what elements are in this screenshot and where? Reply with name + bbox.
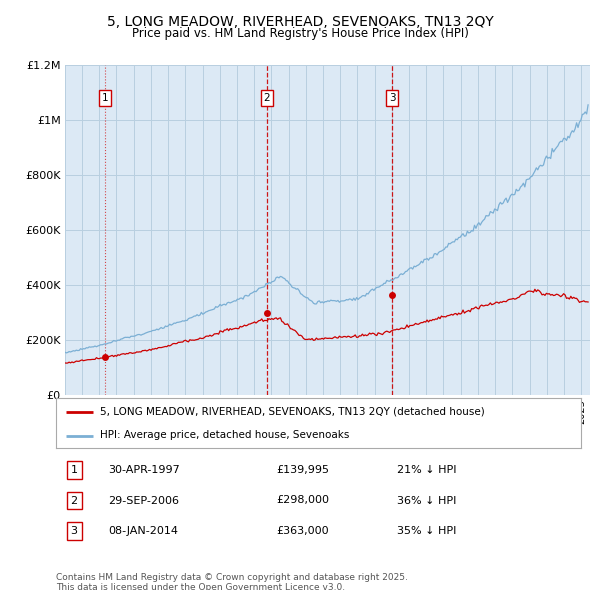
Text: 5, LONG MEADOW, RIVERHEAD, SEVENOAKS, TN13 2QY (detached house): 5, LONG MEADOW, RIVERHEAD, SEVENOAKS, TN… (100, 407, 485, 417)
Text: 21% ↓ HPI: 21% ↓ HPI (397, 465, 457, 475)
Text: 35% ↓ HPI: 35% ↓ HPI (397, 526, 457, 536)
Text: 2: 2 (71, 496, 78, 506)
Text: 36% ↓ HPI: 36% ↓ HPI (397, 496, 457, 506)
Text: 1: 1 (71, 465, 77, 475)
Text: This data is licensed under the Open Government Licence v3.0.: This data is licensed under the Open Gov… (56, 583, 345, 590)
Text: HPI: Average price, detached house, Sevenoaks: HPI: Average price, detached house, Seve… (100, 431, 350, 441)
Text: Price paid vs. HM Land Registry's House Price Index (HPI): Price paid vs. HM Land Registry's House … (131, 27, 469, 40)
Text: 3: 3 (71, 526, 77, 536)
Text: 29-SEP-2006: 29-SEP-2006 (108, 496, 179, 506)
Text: Contains HM Land Registry data © Crown copyright and database right 2025.: Contains HM Land Registry data © Crown c… (56, 573, 407, 582)
Text: £298,000: £298,000 (277, 496, 329, 506)
Text: £363,000: £363,000 (277, 526, 329, 536)
Text: 2: 2 (264, 93, 271, 103)
Text: 08-JAN-2014: 08-JAN-2014 (108, 526, 178, 536)
Text: 5, LONG MEADOW, RIVERHEAD, SEVENOAKS, TN13 2QY: 5, LONG MEADOW, RIVERHEAD, SEVENOAKS, TN… (107, 15, 493, 29)
Text: £139,995: £139,995 (277, 465, 329, 475)
Text: 1: 1 (101, 93, 108, 103)
Text: 3: 3 (389, 93, 395, 103)
Text: 30-APR-1997: 30-APR-1997 (108, 465, 180, 475)
